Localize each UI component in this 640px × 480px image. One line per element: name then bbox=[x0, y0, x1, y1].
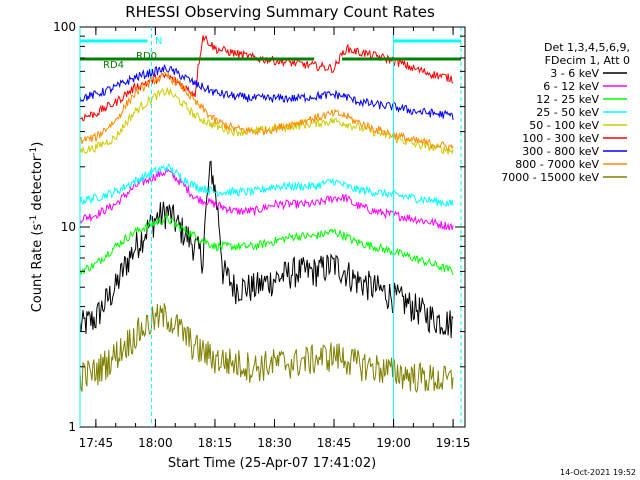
x-axis-label: Start Time (25-Apr-07 17:41:02) bbox=[168, 456, 376, 471]
legend-header-0: Det 1,3,4,5,6,9, bbox=[544, 41, 630, 54]
x-tick-label-4: 18:45 bbox=[317, 436, 352, 450]
legend-label-4: 50 - 100 keV bbox=[529, 119, 599, 132]
series-line-8 bbox=[79, 303, 454, 393]
legend-label-1: 6 - 12 keV bbox=[543, 80, 599, 93]
x-tick-label-2: 18:15 bbox=[198, 436, 233, 450]
legend-label-6: 300 - 800 keV bbox=[522, 145, 599, 158]
series-layer bbox=[79, 35, 454, 393]
legend-label-2: 12 - 25 keV bbox=[536, 93, 599, 106]
annotation-n: N bbox=[155, 36, 162, 47]
x-tick-label-5: 19:00 bbox=[376, 436, 411, 450]
x-tick-label-3: 18:30 bbox=[257, 436, 292, 450]
y-axis: 1 10 100 bbox=[53, 20, 465, 434]
x-tick-label-1: 18:00 bbox=[138, 436, 173, 450]
series-line-3 bbox=[79, 163, 454, 207]
generation-timestamp: 14-Oct-2021 19:52 bbox=[560, 468, 636, 477]
x-axis: 17:45 18:00 18:15 18:30 18:45 19:00 19:15 bbox=[79, 27, 471, 450]
legend-header-1: FDecim 1, Att 0 bbox=[545, 54, 630, 67]
legend-label-3: 25 - 50 keV bbox=[536, 106, 599, 119]
series-line-2 bbox=[79, 213, 454, 276]
legend-label-5: 100 - 300 keV bbox=[522, 132, 599, 145]
chart-title: RHESSI Observing Summary Count Rates bbox=[125, 3, 435, 21]
annotation-rd0: RD0 bbox=[136, 51, 157, 62]
legend-label-8: 7000 - 15000 keV bbox=[501, 171, 599, 184]
series-line-1 bbox=[79, 168, 454, 231]
y-tick-label-2: 100 bbox=[53, 20, 76, 34]
series-line-7 bbox=[79, 71, 454, 151]
y-axis-label-superscript-2: -1 bbox=[29, 147, 39, 156]
y-tick-label-1: 10 bbox=[61, 220, 76, 234]
legend: Det 1,3,4,5,6,9,FDecim 1, Att 03 - 6 keV… bbox=[501, 41, 630, 184]
series-line-6 bbox=[79, 63, 454, 121]
y-tick-label-0: 1 bbox=[68, 420, 76, 434]
annotation-rd4: RD4 bbox=[103, 60, 124, 71]
legend-label-7: 800 - 7000 keV bbox=[515, 158, 599, 171]
series-line-0 bbox=[79, 160, 454, 339]
x-tick-label-6: 19:15 bbox=[436, 436, 471, 450]
x-tick-label-0: 17:45 bbox=[79, 436, 114, 450]
y-axis-label-superscript: -1 bbox=[29, 215, 39, 224]
legend-label-0: 3 - 6 keV bbox=[550, 67, 599, 80]
y-axis-label: Count Rate (s-1 detector-1) bbox=[29, 142, 45, 313]
